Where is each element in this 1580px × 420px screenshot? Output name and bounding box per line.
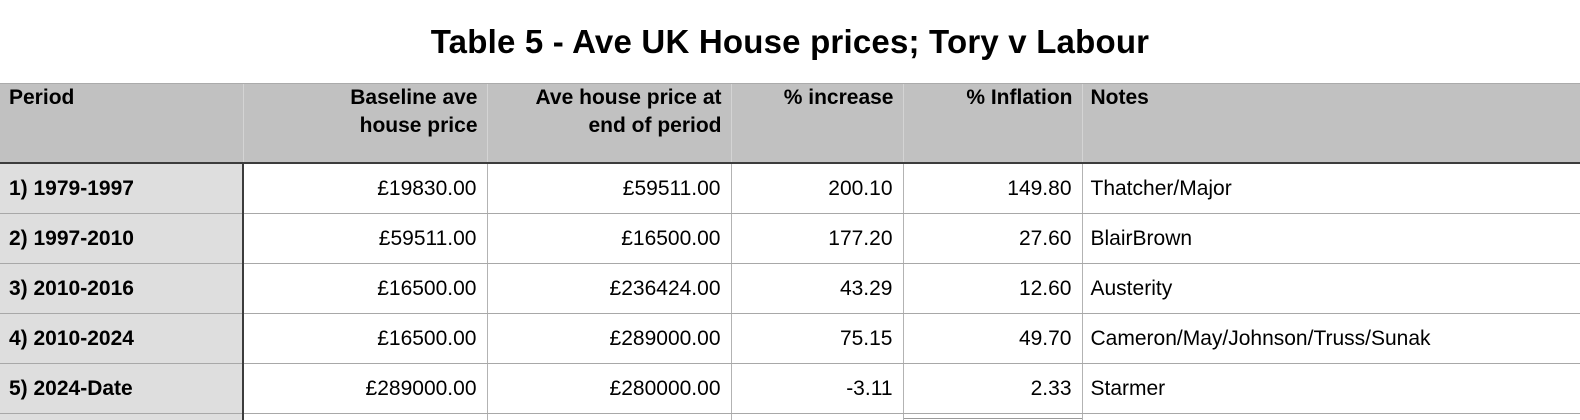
pct-inflation-cell[interactable]: 49.70	[902, 313, 1082, 364]
col-header-end-price[interactable]: Ave house price at end of period	[486, 83, 731, 164]
col-header-notes[interactable]: Notes	[1081, 83, 1580, 164]
period-cell[interactable]: 5) 2024-Date	[0, 363, 244, 414]
pct-increase-cell[interactable]: 75.15	[730, 313, 903, 364]
notes-cell[interactable]: Thatcher/Major	[1081, 163, 1580, 214]
pct-inflation-cell[interactable]: 27.60	[902, 213, 1082, 264]
col-header-baseline-line2: house price	[359, 114, 478, 137]
pct-increase-cell[interactable]: 200.10	[730, 163, 903, 214]
header-row: Period Baseline ave house price Ave house…	[0, 83, 1580, 164]
period-cell[interactable]: 4) 2010-2024	[0, 313, 244, 364]
table-row: 5) 2024-Date £289000.00 £280000.00 -3.11…	[0, 363, 1580, 414]
pct-inflation-cell[interactable]: 12.60	[902, 263, 1082, 314]
col-header-pct-inflation[interactable]: % Inflation	[902, 83, 1082, 164]
end-price-cell[interactable]: £280000.00	[486, 363, 731, 414]
pct-inflation-cell[interactable]: 149.80	[902, 163, 1082, 214]
house-price-table: Period Baseline ave house price Ave house…	[0, 83, 1580, 420]
pct-inflation-cell[interactable]: 2.33	[902, 363, 1082, 414]
col-header-baseline-price[interactable]: Baseline ave house price	[242, 83, 487, 164]
notes-cell[interactable]: Cameron/May/Johnson/Truss/Sunak	[1081, 313, 1580, 364]
table-row-partial	[0, 413, 1580, 420]
col-header-pct-increase[interactable]: % increase	[730, 83, 903, 164]
notes-cell[interactable]	[1081, 413, 1580, 420]
notes-cell[interactable]: Austerity	[1081, 263, 1580, 314]
end-price-cell[interactable]: £289000.00	[486, 313, 731, 364]
col-header-end-price-line1: Ave house price at	[535, 86, 722, 109]
notes-cell[interactable]: Starmer	[1081, 363, 1580, 414]
baseline-price-cell[interactable]: £289000.00	[242, 363, 487, 414]
end-price-cell[interactable]: £59511.00	[486, 163, 731, 214]
table-row: 3) 2010-2016 £16500.00 £236424.00 43.29 …	[0, 263, 1580, 314]
baseline-price-cell[interactable]: £16500.00	[242, 263, 487, 314]
period-cell[interactable]	[0, 413, 244, 420]
period-cell[interactable]: 3) 2010-2016	[0, 263, 244, 314]
col-header-period[interactable]: Period	[0, 83, 243, 164]
notes-cell[interactable]: BlairBrown	[1081, 213, 1580, 264]
pct-inflation-cell[interactable]	[902, 413, 1082, 420]
table-row: 1) 1979-1997 £19830.00 £59511.00 200.10 …	[0, 163, 1580, 214]
period-cell[interactable]: 2) 1997-2010	[0, 213, 244, 264]
table-row: 4) 2010-2024 £16500.00 £289000.00 75.15 …	[0, 313, 1580, 364]
table-row: 2) 1997-2010 £59511.00 £16500.00 177.20 …	[0, 213, 1580, 264]
col-header-end-price-line2: end of period	[588, 114, 722, 137]
col-header-baseline-line1: Baseline ave	[350, 86, 478, 109]
baseline-price-cell[interactable]: £16500.00	[242, 313, 487, 364]
end-price-cell[interactable]: £236424.00	[486, 263, 731, 314]
period-cell[interactable]: 1) 1979-1997	[0, 163, 244, 214]
pct-increase-cell[interactable]: 43.29	[730, 263, 903, 314]
partial-cell-border	[904, 418, 1082, 419]
end-price-cell[interactable]: £16500.00	[486, 213, 731, 264]
pct-increase-cell[interactable]: -3.11	[730, 363, 903, 414]
baseline-price-cell[interactable]: £19830.00	[242, 163, 487, 214]
pct-increase-cell[interactable]: 177.20	[730, 213, 903, 264]
pct-increase-cell[interactable]	[730, 413, 903, 420]
end-price-cell[interactable]	[486, 413, 731, 420]
table-title: Table 5 - Ave UK House prices; Tory v La…	[430, 22, 1150, 60]
title-bar: Table 5 - Ave UK House prices; Tory v La…	[0, 0, 1580, 83]
baseline-price-cell[interactable]: £59511.00	[242, 213, 487, 264]
baseline-price-cell[interactable]	[242, 413, 487, 420]
